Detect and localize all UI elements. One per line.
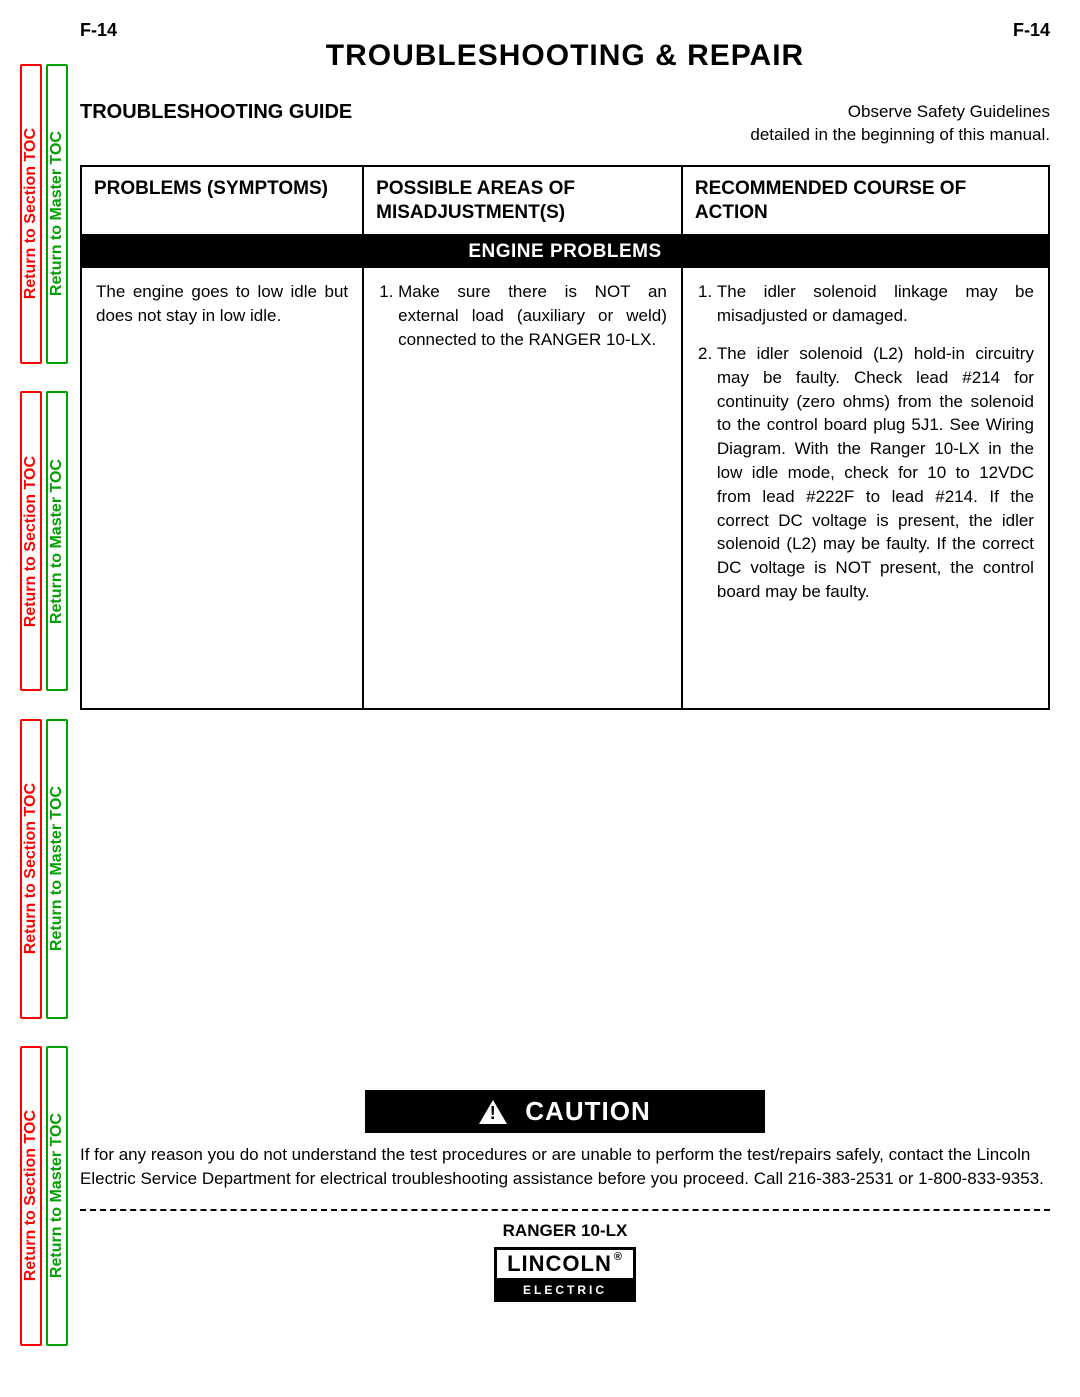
header-action: RECOMMENDED COURSE OF ACTION xyxy=(681,167,1048,235)
header-misadjust: POSSIBLE AREAS OF MISADJUSTMENT(S) xyxy=(362,167,681,235)
logo-bottom: ELECTRIC xyxy=(494,1281,636,1302)
tab-label: Return to Master TOC xyxy=(48,1113,66,1278)
brand-name: LINCOLN xyxy=(507,1251,612,1277)
tab-label: Return to Master TOC xyxy=(48,459,66,624)
header-problems: PROBLEMS (SYMPTOMS) xyxy=(82,167,362,235)
return-master-toc-tab[interactable]: Return to Master TOC xyxy=(46,719,68,1019)
page-header: F-14 F-14 xyxy=(80,20,1050,41)
tab-label: Return to Section TOC xyxy=(22,783,40,954)
misadjust-item: Make sure there is NOT an external load … xyxy=(398,280,667,351)
return-master-toc-tab[interactable]: Return to Master TOC xyxy=(46,1046,68,1346)
return-master-toc-tab[interactable]: Return to Master TOC xyxy=(46,64,68,364)
caution-area: CAUTION If for any reason you do not und… xyxy=(80,1090,1050,1302)
action-cell: The idler solenoid linkage may be misadj… xyxy=(681,268,1048,708)
return-section-toc-tab[interactable]: Return to Section TOC xyxy=(20,1046,42,1346)
warning-icon xyxy=(479,1100,507,1124)
tab-label: Return to Master TOC xyxy=(48,786,66,951)
guide-title: TROUBLESHOOTING GUIDE xyxy=(80,101,352,124)
tab-label: Return to Section TOC xyxy=(22,456,40,627)
return-master-toc-tab[interactable]: Return to Master TOC xyxy=(46,391,68,691)
product-name: RANGER 10-LX xyxy=(80,1221,1050,1241)
caution-badge: CAUTION xyxy=(365,1090,765,1133)
sidebar-tabs: Return to Section TOC Return to Section … xyxy=(20,60,68,1350)
return-section-toc-tab[interactable]: Return to Section TOC xyxy=(20,391,42,691)
section-band: ENGINE PROBLEMS xyxy=(82,236,1048,268)
tab-label: Return to Master TOC xyxy=(48,131,66,296)
page-code-right: F-14 xyxy=(1013,20,1050,41)
table-header-row: PROBLEMS (SYMPTOMS) POSSIBLE AREAS OF MI… xyxy=(82,167,1048,237)
page-code-left: F-14 xyxy=(80,20,117,41)
tab-label: Return to Section TOC xyxy=(22,128,40,299)
safety-line1: Observe Safety Guidelines xyxy=(848,102,1050,121)
problem-cell: The engine goes to low idle but does not… xyxy=(82,268,362,708)
caution-label: CAUTION xyxy=(525,1096,650,1127)
return-section-toc-tab[interactable]: Return to Section TOC xyxy=(20,64,42,364)
caution-text: If for any reason you do not understand … xyxy=(80,1143,1050,1191)
registered-icon: ® xyxy=(614,1251,623,1263)
safety-line2: detailed in the beginning of this manual… xyxy=(750,125,1050,144)
return-section-toc-tab[interactable]: Return to Section TOC xyxy=(20,719,42,1019)
lincoln-logo: LINCOLN ® ELECTRIC xyxy=(494,1247,636,1302)
footer: RANGER 10-LX LINCOLN ® ELECTRIC xyxy=(80,1221,1050,1302)
table-body-row: The engine goes to low idle but does not… xyxy=(82,268,1048,708)
troubleshooting-table: PROBLEMS (SYMPTOMS) POSSIBLE AREAS OF MI… xyxy=(80,165,1050,711)
logo-top: LINCOLN ® xyxy=(494,1247,636,1281)
tab-label: Return to Section TOC xyxy=(22,1110,40,1281)
page-content: F-14 F-14 TROUBLESHOOTING & REPAIR TROUB… xyxy=(80,20,1050,1377)
subheader: TROUBLESHOOTING GUIDE Observe Safety Gui… xyxy=(80,101,1050,147)
safety-note: Observe Safety Guidelines detailed in th… xyxy=(750,101,1050,147)
misadjust-cell: Make sure there is NOT an external load … xyxy=(362,268,681,708)
action-item: The idler solenoid (L2) hold-in circuitr… xyxy=(717,342,1034,604)
divider xyxy=(80,1209,1050,1211)
action-item: The idler solenoid linkage may be misadj… xyxy=(717,280,1034,328)
main-title: TROUBLESHOOTING & REPAIR xyxy=(80,39,1050,73)
